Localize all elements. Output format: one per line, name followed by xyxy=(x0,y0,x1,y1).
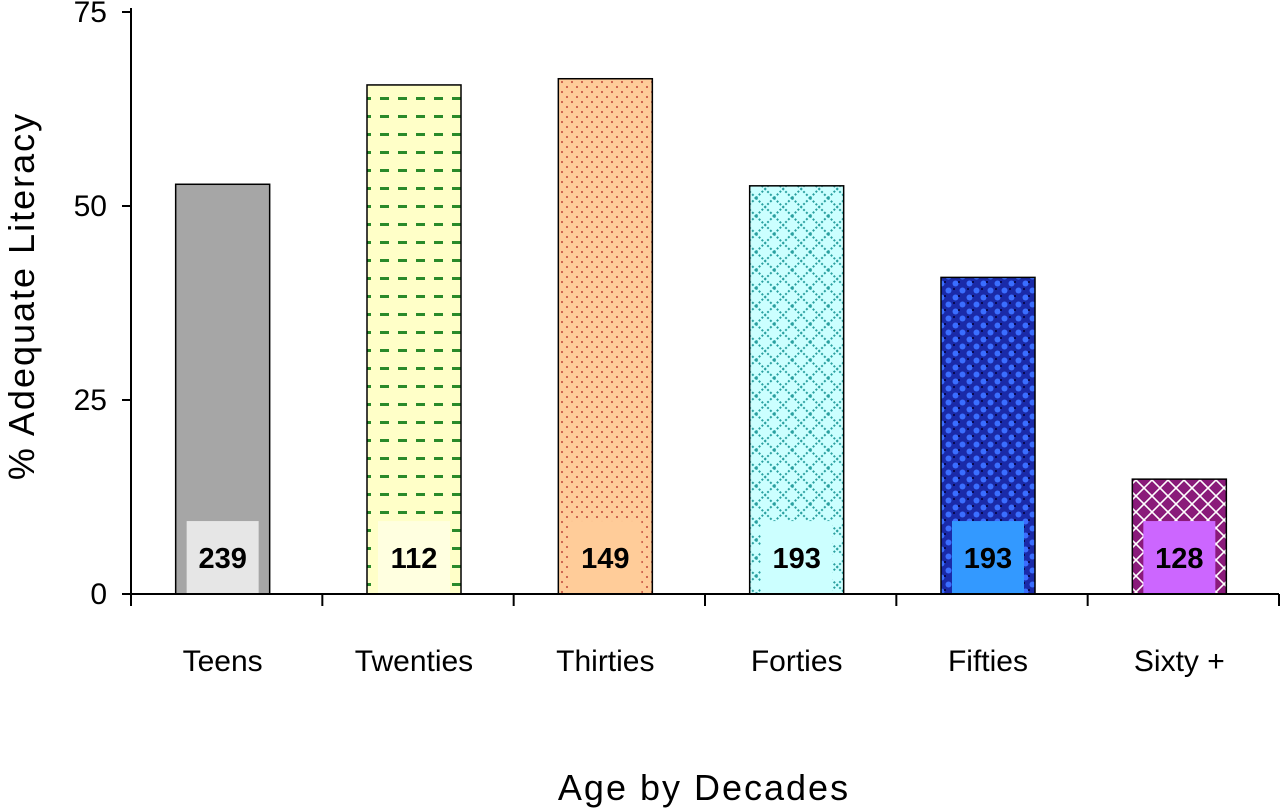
x-category-label: Twenties xyxy=(355,645,473,678)
y-axis-ticks: 0 25 50 75 xyxy=(74,0,131,611)
y-tick-label: 50 xyxy=(74,190,107,223)
bar-count-labels: 239 112 149 193 193 128 xyxy=(186,521,1216,594)
count-label-box xyxy=(760,521,833,594)
y-tick-label: 75 xyxy=(74,0,107,29)
count-label: 149 xyxy=(581,543,629,575)
x-category-label: Forties xyxy=(751,645,843,678)
count-label-box xyxy=(952,521,1024,594)
count-label-box xyxy=(186,521,259,594)
x-axis-title: Age by Decades xyxy=(558,767,850,808)
x-category-label: Fifties xyxy=(948,645,1028,678)
bar-thirties xyxy=(557,77,654,595)
bar-twenties xyxy=(366,84,462,595)
x-axis-ticks: Teens Twenties Thirties Forties Fifties Sixty… xyxy=(130,594,1280,678)
y-axis-title: % Adequate Literacy xyxy=(1,112,42,480)
count-label: 112 xyxy=(391,543,438,575)
x-category-label: Thirties xyxy=(556,645,654,678)
y-tick-label: 0 xyxy=(90,578,107,611)
count-label-box xyxy=(378,521,450,594)
y-tick-label: 25 xyxy=(74,384,107,417)
count-label-box xyxy=(569,521,642,594)
count-label: 128 xyxy=(1155,543,1203,575)
count-label-box xyxy=(1143,521,1216,594)
x-category-label: Sixty + xyxy=(1134,645,1225,678)
x-category-label: Teens xyxy=(183,645,263,678)
count-label: 193 xyxy=(772,543,820,575)
bars xyxy=(174,77,1228,595)
count-label: 193 xyxy=(964,543,1012,575)
count-label: 239 xyxy=(198,543,246,575)
